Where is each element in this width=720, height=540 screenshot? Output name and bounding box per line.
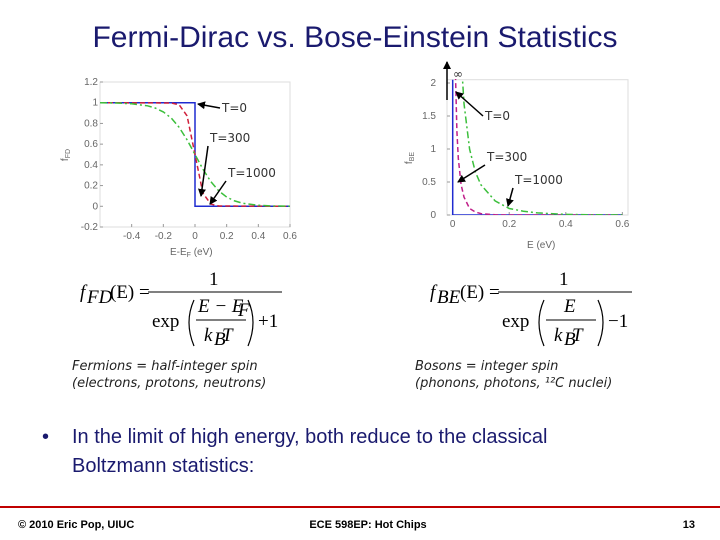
annotation-arrow	[506, 187, 514, 207]
annotation: T=1000	[227, 166, 276, 180]
page-number: 13	[683, 519, 695, 531]
formula-symbol: f	[430, 282, 438, 303]
formula-one: 1	[209, 269, 219, 290]
x-tick-label: -0.4	[123, 231, 141, 242]
footer-left: © 2010 Eric Pop, UIUC	[18, 519, 134, 531]
y-tick-label: 0.5	[422, 177, 436, 188]
y-axis-label-text: f	[60, 158, 71, 161]
y-axis-label: fFD	[60, 149, 72, 161]
x-axis-label-text: E-E	[170, 247, 187, 258]
x-tick-label: 0.4	[559, 219, 573, 230]
plot-lines	[451, 79, 623, 215]
caption: Fermions = half-integer spin	[72, 359, 258, 374]
footer-center: ECE 598EP: Hot Chips	[309, 519, 426, 531]
y-tick-label: 0.8	[84, 118, 98, 129]
y-tick-label: 1.5	[422, 111, 436, 122]
formula-k: k	[554, 325, 563, 346]
y-axis-label-text: f	[404, 161, 415, 164]
y-tick-label: 0.4	[84, 160, 98, 171]
y-tick-label: 1.2	[84, 77, 98, 88]
x-tick-label: 0.2	[220, 231, 234, 242]
formula-sub: BE	[437, 287, 461, 308]
y-tick-label: 2	[430, 78, 436, 89]
x-tick-label: 0	[450, 219, 456, 230]
formula-exp: exp	[152, 311, 179, 332]
formula-arg: (E) =	[110, 282, 150, 303]
x-tick-label: 0.6	[283, 231, 297, 242]
x-axis-label: E (eV)	[527, 240, 555, 251]
series-line	[461, 79, 623, 215]
plot-lines	[100, 101, 290, 208]
formula-tail: −1	[608, 311, 628, 332]
annotation-arrow	[209, 180, 227, 205]
top-label: ∞	[453, 67, 463, 81]
formula-num: E	[563, 296, 576, 317]
formula-sub: F	[237, 300, 250, 321]
paren	[538, 299, 545, 347]
x-axis-label: E-EF (eV)	[170, 247, 213, 259]
paren	[188, 299, 195, 347]
annotation: T=0	[484, 109, 510, 123]
formula-tail: +1	[258, 311, 278, 332]
formula-T: T	[572, 325, 584, 346]
series-line	[100, 101, 290, 208]
annotation-arrow	[455, 91, 484, 117]
y-tick-label: 0	[92, 201, 98, 212]
annotation-arrow	[197, 101, 221, 110]
formula-sub: FD	[86, 287, 113, 308]
annotation-arrow	[198, 145, 209, 197]
formula: f FD(E) = 1 exp E − EFk BT +1	[80, 269, 282, 350]
x-axis-label-text: E (eV)	[527, 240, 555, 251]
annotation-arrow	[457, 164, 486, 183]
annotation: T=0	[221, 101, 247, 115]
annotation: T=1000	[514, 173, 563, 187]
x-axis-label-sub: F	[187, 252, 191, 259]
y-axis-label-sub: FD	[65, 149, 72, 158]
plot-frame	[446, 79, 629, 216]
formula-exp: exp	[502, 311, 529, 332]
x-axis-label-text: (eV)	[191, 247, 213, 258]
y-axis-label-sub: BE	[409, 152, 416, 162]
formula-sub: B	[564, 329, 576, 350]
formula-one: 1	[559, 269, 569, 290]
formula: f BE (E) = 1 exp Ek BT −1	[430, 269, 632, 350]
annotation: T=300	[486, 150, 527, 164]
paren	[597, 299, 604, 347]
annotation: T=300	[209, 131, 250, 145]
caption: (phonons, photons, ¹²C nuclei)	[415, 376, 612, 391]
series-line	[451, 79, 623, 215]
x-tick-label: 0.4	[251, 231, 265, 242]
caption: Bosons = integer spin	[415, 359, 558, 374]
bullet-marker: •	[42, 426, 49, 448]
y-tick-label: 1	[430, 144, 436, 155]
x-tick-label: 0.2	[502, 219, 516, 230]
formula-symbol: f	[80, 282, 88, 303]
y-tick-label: 0	[430, 210, 436, 221]
y-tick-label: 1	[92, 98, 98, 109]
y-tick-label: 0.2	[84, 181, 98, 192]
slide-title: Fermi-Dirac vs. Bose-Einstein Statistics	[92, 21, 617, 54]
y-tick-label: -0.2	[81, 222, 99, 233]
formula-k: k	[204, 325, 213, 346]
x-tick-label: 0	[192, 231, 198, 242]
bullet-line: In the limit of high energy, both reduce…	[72, 426, 547, 448]
formula-num: E − E	[197, 296, 244, 317]
series-line	[454, 79, 623, 215]
x-tick-label: 0.6	[615, 219, 629, 230]
formula-arg: (E) =	[460, 282, 500, 303]
x-tick-label: -0.2	[155, 231, 173, 242]
formula-sub: B	[214, 329, 226, 350]
formula-T: T	[222, 325, 234, 346]
bullet-line: Boltzmann statistics:	[72, 455, 254, 477]
y-tick-label: 0.6	[84, 139, 98, 150]
y-axis-label: fBE	[404, 152, 416, 164]
series-line	[100, 102, 290, 207]
caption: (electrons, protons, neutrons)	[72, 376, 266, 391]
paren	[247, 299, 254, 347]
